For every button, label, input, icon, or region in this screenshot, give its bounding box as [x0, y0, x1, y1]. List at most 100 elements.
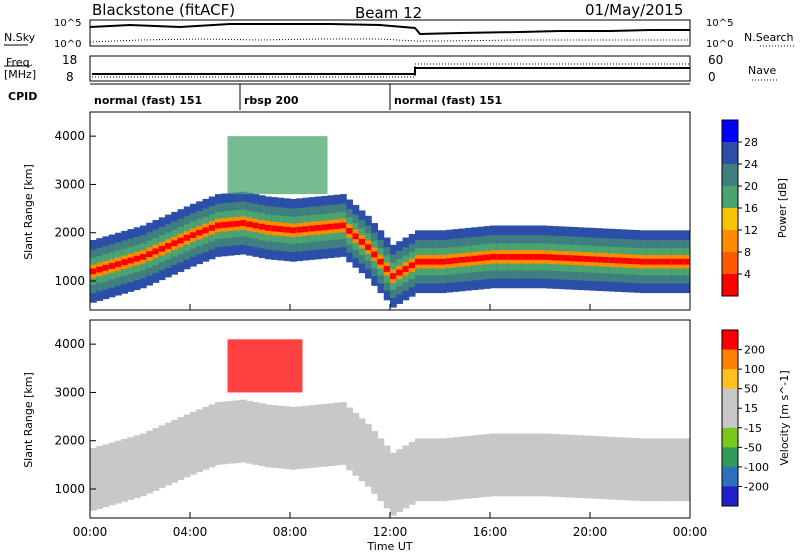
- power-echo-cell: [540, 253, 547, 260]
- power-echo-cell: [615, 257, 622, 264]
- velocity-y-tick-label: 3000: [54, 385, 85, 399]
- power-echo-cell: [152, 248, 160, 255]
- power-echo-cell: [652, 258, 660, 265]
- velocity-echo-cell: [321, 432, 328, 439]
- velocity-echo-cell: [683, 466, 691, 473]
- velocity-echo-cell: [333, 431, 341, 437]
- power-colorbar-tick-label: 4: [744, 268, 751, 281]
- velocity-echo-cell: [258, 431, 266, 438]
- power-echo-cell: [671, 258, 678, 265]
- velocity-colorbar-tick-label: -200: [744, 480, 769, 493]
- nave-trace: [92, 63, 690, 78]
- velocity-colorbar-swatch: [722, 466, 738, 487]
- velocity-echo-cell: [465, 464, 472, 471]
- noise-panel: N.Sky 10^5 10^0 10^5 10^0 N.Search: [4, 18, 796, 50]
- power-colorbar-swatch: [722, 208, 738, 231]
- time-tick-label: 20:00: [573, 525, 608, 539]
- power-echo-cell: [108, 263, 116, 269]
- power-echo-cell: [171, 240, 178, 247]
- time-tick-label: 04:00: [173, 525, 208, 539]
- velocity-echo-cell: [127, 465, 135, 472]
- velocity-y-tick-label: 1000: [54, 482, 85, 496]
- power-echo-cell: [358, 238, 366, 245]
- velocity-echo-cell: [596, 464, 603, 471]
- power-colorbar-swatch: [722, 274, 738, 297]
- power-echo-cell: [308, 225, 316, 232]
- power-echo-cell: [665, 258, 672, 265]
- power-echo-cell: [265, 225, 272, 231]
- velocity-echo-cell: [427, 466, 435, 473]
- velocity-echo-cell: [352, 441, 360, 448]
- power-echo-cell: [96, 266, 103, 273]
- velocity-colorbar-swatch: [722, 388, 738, 409]
- time-tick-label: 12:00: [373, 525, 408, 539]
- noise-left-tick-bottom: 10^0: [54, 39, 81, 50]
- noise-left-tick-top: 10^5: [54, 18, 81, 29]
- velocity-colorbar-swatch: [722, 447, 738, 468]
- power-echo-cell: [90, 268, 97, 275]
- velocity-echo-cell: [358, 446, 366, 453]
- power-echo-cell: [377, 258, 385, 265]
- velocity-echo-cell: [96, 474, 103, 481]
- velocity-colorbar: 200 100 50 15 -15 -50 -100 -200 Velocity [m s^-…: [721, 329, 791, 507]
- velocity-echo-cell: [496, 461, 503, 468]
- date-title: 01/May/2015: [585, 1, 683, 19]
- velocity-echo-cell: [527, 461, 535, 468]
- power-echo-cell: [627, 258, 635, 265]
- time-tick-label: 00:00: [673, 525, 708, 539]
- power-colorbar-label: Power [dB]: [776, 178, 789, 238]
- velocity-colorbar-swatch: [722, 486, 738, 507]
- power-echo-cell: [296, 226, 303, 233]
- power-echo-cell: [496, 253, 503, 260]
- time-tick-label: 16:00: [473, 525, 508, 539]
- nave-right-tick-bottom: 0: [708, 70, 716, 84]
- power-echo-cell: [158, 245, 166, 252]
- power-echo-cell: [240, 220, 247, 226]
- velocity-echo-cell: [108, 471, 116, 477]
- power-echo-cell: [658, 258, 666, 265]
- power-echo-cell: [640, 258, 647, 265]
- power-echo-cell: [165, 243, 172, 249]
- power-echo-cell: [527, 253, 535, 260]
- frequency-trace: [92, 67, 690, 75]
- power-echo-cell: [458, 256, 466, 263]
- power-echo-cell: [315, 225, 322, 231]
- cpid-label: CPID: [8, 90, 37, 103]
- velocity-colorbar-swatch: [722, 330, 738, 351]
- power-echo-cell: [352, 233, 360, 240]
- power-echo-cell: [565, 255, 572, 261]
- velocity-echo-cell: [490, 461, 497, 468]
- velocity-echo-cell: [671, 466, 678, 473]
- time-tick-label: 00:00: [73, 525, 108, 539]
- velocity-echo-cell: [446, 466, 453, 473]
- power-echo-cell: [190, 232, 197, 239]
- velocity-colorbar-tick-label: 15: [744, 402, 758, 415]
- velocity-echo-cell: [152, 456, 160, 463]
- noise-search-label: N.Search: [744, 31, 794, 44]
- power-echo-cell: [177, 237, 185, 244]
- power-echo-cell: [402, 266, 410, 272]
- noise-right-tick-top: 10^5: [706, 18, 733, 29]
- velocity-echo-cell: [102, 472, 110, 479]
- velocity-echo-cell: [165, 451, 172, 457]
- power-y-tick-label: 3000: [54, 177, 85, 191]
- velocity-panel: 1000 2000 3000 4000 00:00 04:00 08:00 12:00 16:0…: [22, 319, 708, 553]
- power-echo-cell: [365, 244, 372, 251]
- power-echo-cell: [396, 269, 403, 276]
- velocity-echo-cell: [571, 463, 578, 470]
- power-echo-cell: [383, 266, 391, 272]
- power-echo-cell: [502, 253, 510, 260]
- power-echo-cell: [233, 220, 241, 227]
- power-echo-cell: [452, 257, 460, 264]
- power-echo-cell: [446, 258, 453, 265]
- velocity-echo-cell: [283, 434, 291, 441]
- velocity-echo-cell: [502, 461, 510, 468]
- velocity-echo-cell: [471, 463, 478, 470]
- power-echo-cell: [390, 273, 397, 280]
- velocity-echo-cell: [158, 453, 166, 460]
- power-echo-cell: [471, 255, 478, 262]
- power-colorbar-tick-label: 8: [744, 246, 751, 259]
- power-echo-cell: [465, 256, 472, 263]
- power-echo-cell: [477, 255, 485, 261]
